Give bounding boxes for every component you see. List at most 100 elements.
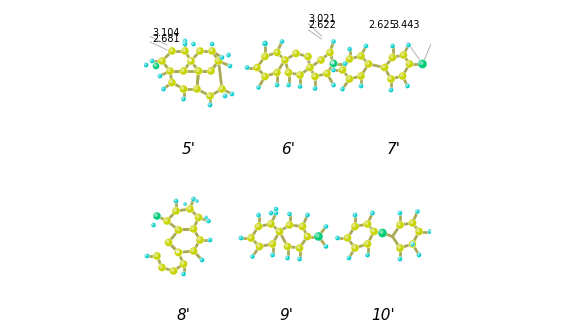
Circle shape: [196, 236, 204, 244]
Circle shape: [226, 53, 231, 58]
Circle shape: [406, 42, 411, 48]
Circle shape: [183, 49, 185, 51]
Circle shape: [328, 50, 331, 53]
Circle shape: [196, 69, 199, 71]
Circle shape: [396, 244, 404, 252]
Circle shape: [255, 243, 263, 251]
Circle shape: [228, 65, 230, 66]
Circle shape: [195, 87, 197, 89]
Circle shape: [188, 207, 191, 210]
Circle shape: [306, 64, 314, 71]
Circle shape: [305, 234, 308, 237]
Circle shape: [151, 222, 156, 227]
Circle shape: [145, 255, 148, 256]
Circle shape: [364, 44, 366, 46]
Circle shape: [370, 211, 375, 215]
Circle shape: [332, 83, 333, 85]
Circle shape: [400, 73, 403, 76]
Circle shape: [219, 55, 224, 60]
Circle shape: [324, 224, 328, 229]
Circle shape: [207, 103, 212, 108]
Circle shape: [351, 222, 359, 230]
Circle shape: [153, 63, 160, 70]
Circle shape: [256, 224, 259, 227]
Circle shape: [347, 57, 350, 59]
Circle shape: [317, 56, 325, 64]
Circle shape: [216, 59, 219, 61]
Circle shape: [316, 234, 319, 237]
Circle shape: [274, 82, 280, 87]
Circle shape: [196, 200, 197, 201]
Circle shape: [313, 74, 315, 77]
Circle shape: [405, 83, 410, 88]
Circle shape: [285, 244, 288, 247]
Circle shape: [195, 67, 203, 75]
Circle shape: [359, 84, 361, 86]
Text: 2.681: 2.681: [152, 33, 180, 43]
Circle shape: [204, 215, 208, 219]
Circle shape: [239, 237, 241, 238]
Circle shape: [207, 219, 209, 221]
Circle shape: [154, 213, 157, 216]
Circle shape: [184, 42, 185, 44]
Circle shape: [324, 244, 328, 249]
Circle shape: [389, 87, 394, 92]
Circle shape: [230, 91, 235, 97]
Circle shape: [269, 221, 272, 224]
Circle shape: [390, 43, 395, 49]
Circle shape: [253, 64, 261, 71]
Circle shape: [297, 257, 302, 261]
Circle shape: [365, 253, 370, 258]
Circle shape: [380, 230, 383, 233]
Circle shape: [348, 48, 350, 49]
Circle shape: [263, 42, 265, 44]
Circle shape: [149, 59, 154, 64]
Circle shape: [398, 246, 401, 248]
Circle shape: [296, 71, 304, 79]
Circle shape: [174, 249, 183, 257]
Circle shape: [206, 92, 214, 100]
Circle shape: [173, 209, 176, 212]
Circle shape: [359, 54, 362, 56]
Circle shape: [231, 92, 232, 94]
Circle shape: [312, 86, 317, 91]
Circle shape: [154, 64, 156, 66]
Circle shape: [274, 208, 276, 209]
Circle shape: [158, 74, 160, 76]
Circle shape: [304, 53, 312, 61]
Circle shape: [208, 69, 211, 71]
Text: 8': 8': [176, 307, 191, 322]
Circle shape: [168, 47, 176, 55]
Circle shape: [391, 44, 393, 46]
Circle shape: [304, 232, 312, 241]
Circle shape: [409, 240, 417, 248]
Text: 2.622: 2.622: [308, 20, 336, 30]
Circle shape: [176, 228, 179, 230]
Circle shape: [270, 253, 275, 258]
Circle shape: [286, 257, 288, 258]
Circle shape: [281, 56, 289, 64]
Circle shape: [191, 227, 194, 229]
Circle shape: [331, 82, 336, 87]
Circle shape: [406, 84, 408, 86]
Circle shape: [287, 223, 290, 225]
Circle shape: [180, 85, 188, 93]
Circle shape: [251, 255, 253, 257]
Circle shape: [341, 87, 343, 89]
Circle shape: [417, 229, 420, 232]
Circle shape: [285, 221, 293, 229]
Circle shape: [285, 256, 290, 260]
Circle shape: [357, 72, 365, 80]
Circle shape: [169, 49, 172, 51]
Circle shape: [363, 240, 371, 248]
Circle shape: [298, 258, 300, 259]
Circle shape: [166, 67, 174, 75]
Circle shape: [227, 64, 232, 69]
Circle shape: [365, 242, 368, 244]
Circle shape: [345, 236, 348, 238]
Circle shape: [245, 65, 250, 70]
Circle shape: [187, 57, 195, 65]
Circle shape: [191, 249, 194, 252]
Circle shape: [210, 49, 212, 51]
Circle shape: [286, 82, 291, 87]
